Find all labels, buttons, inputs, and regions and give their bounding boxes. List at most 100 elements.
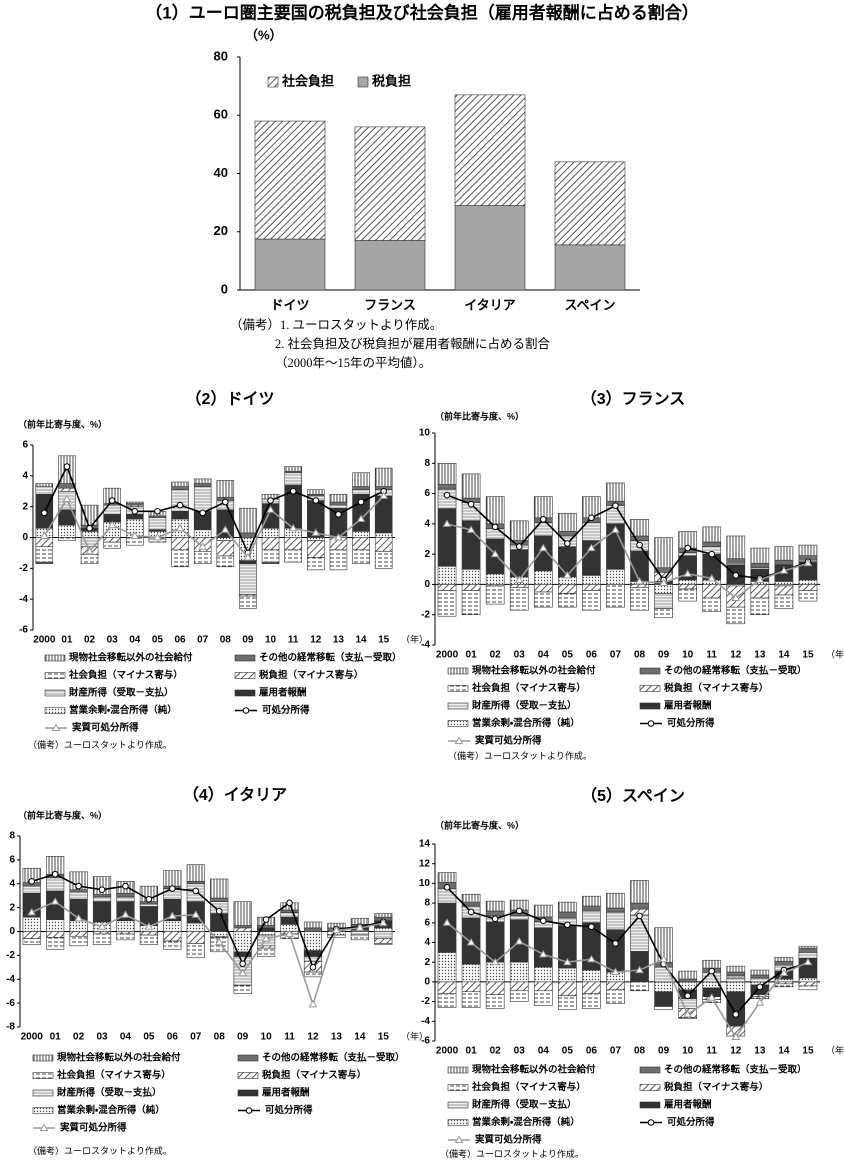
bar-segment xyxy=(554,161,626,246)
bar-segment xyxy=(437,462,457,485)
y-tick-label: 10 xyxy=(419,428,431,439)
bar-segment xyxy=(533,904,553,918)
bar-segment xyxy=(454,205,526,291)
bar-segment xyxy=(307,489,325,495)
legend-label: 税負担（マイナス寄与） xyxy=(664,1081,768,1093)
marker xyxy=(443,491,451,499)
bar-segment xyxy=(69,920,88,932)
marker xyxy=(308,999,318,1008)
bar-segment xyxy=(582,969,601,983)
x-tick-label: 05 xyxy=(143,1032,155,1043)
marker xyxy=(683,1009,693,1018)
marker xyxy=(635,965,644,974)
bar-segment xyxy=(193,486,212,512)
marker xyxy=(309,964,317,971)
x-axis-label: （年） xyxy=(826,1044,844,1055)
bar-segment xyxy=(654,537,673,569)
x-tick-label: 12 xyxy=(730,650,742,661)
x-tick-label: 07 xyxy=(190,1032,202,1043)
marker xyxy=(191,910,201,918)
x-tick-label: 11 xyxy=(288,635,299,646)
legend-swatch xyxy=(447,1066,469,1074)
bar-segment xyxy=(558,995,577,1010)
marker xyxy=(243,553,253,561)
legend-label: 可処分所得 xyxy=(265,1104,313,1116)
marker xyxy=(332,925,341,934)
marker xyxy=(779,968,789,977)
marker xyxy=(636,541,643,549)
marker xyxy=(311,528,321,536)
bar-segment xyxy=(303,921,323,929)
marker xyxy=(169,885,176,892)
bar-segment xyxy=(726,991,746,1027)
marker xyxy=(39,531,49,539)
bar-segment xyxy=(69,891,88,900)
x-tick-label: 10 xyxy=(682,650,694,661)
y-tick-label: 2 xyxy=(22,501,28,512)
bar-segment xyxy=(582,590,601,611)
x-tick-label: 08 xyxy=(214,1032,226,1043)
bar-segment xyxy=(461,963,481,983)
bar-segment xyxy=(303,971,323,978)
marker xyxy=(144,922,154,930)
marker xyxy=(803,558,813,567)
bar-segment xyxy=(461,893,481,903)
line xyxy=(31,873,384,970)
chart-title: （4）イタリア xyxy=(183,786,287,804)
x-tick-label: 09 xyxy=(237,1032,249,1043)
x-tick-label: 11 xyxy=(706,650,717,661)
bar-segment xyxy=(654,1006,673,1010)
x-tick-label: 2000 xyxy=(436,1046,459,1057)
marker xyxy=(131,507,139,515)
bar-segment xyxy=(533,591,553,608)
y-tick-label: 8 xyxy=(9,831,15,842)
legend-label: 現物社会移転以外の社会給付 xyxy=(472,665,596,677)
legend-swatch xyxy=(237,1072,259,1079)
y-axis-label: （前年比寄与度、%） xyxy=(18,418,107,429)
legend-swatch xyxy=(639,1101,661,1109)
marker xyxy=(755,575,765,583)
bar-segment xyxy=(558,584,577,594)
x-tick-label: 01 xyxy=(50,1032,62,1043)
y-axis-label: （前年比寄与度、%） xyxy=(435,410,524,421)
bar-segment xyxy=(284,537,302,551)
bar-segment xyxy=(193,478,212,484)
y-axis-label: （%） xyxy=(245,27,283,42)
x-tick-label: 11 xyxy=(706,1046,717,1057)
legend-label: 雇用者報酬 xyxy=(663,700,712,712)
bar-segment xyxy=(116,920,135,932)
bar-segment xyxy=(485,910,505,917)
bar-segment xyxy=(630,584,649,588)
bar-segment xyxy=(374,913,393,918)
bar-segment xyxy=(352,549,370,565)
bar-segment xyxy=(726,535,746,559)
bar-segment xyxy=(606,981,625,991)
marker xyxy=(215,907,223,915)
bar-segment xyxy=(374,927,393,932)
chart-title: （1）ユーロ圏主要国の税負担及び社会負担（雇用者報酬に占める割合） xyxy=(145,2,698,22)
marker xyxy=(239,960,246,968)
bar-segment xyxy=(126,501,144,504)
marker xyxy=(220,525,230,533)
line xyxy=(31,900,384,1007)
marker xyxy=(51,870,59,878)
bar-segment xyxy=(46,931,65,938)
bar-segment xyxy=(533,496,553,519)
bar-segment xyxy=(239,560,257,565)
marker xyxy=(130,531,140,539)
bar-segment xyxy=(726,971,746,977)
marker xyxy=(684,992,691,999)
marker xyxy=(176,501,184,509)
bar-segment xyxy=(254,238,326,291)
marker xyxy=(312,497,320,504)
marker xyxy=(108,497,116,504)
bar-segment xyxy=(798,981,818,987)
legend-swatch xyxy=(234,689,256,697)
bar-segment xyxy=(193,483,212,487)
bar-segment xyxy=(307,537,325,541)
bar-segment xyxy=(354,126,426,241)
legend-label: 税負担（マイナス寄与） xyxy=(259,669,363,681)
legend-label: 社会負担（マイナス寄与） xyxy=(471,682,586,694)
bar-segment xyxy=(606,911,625,930)
